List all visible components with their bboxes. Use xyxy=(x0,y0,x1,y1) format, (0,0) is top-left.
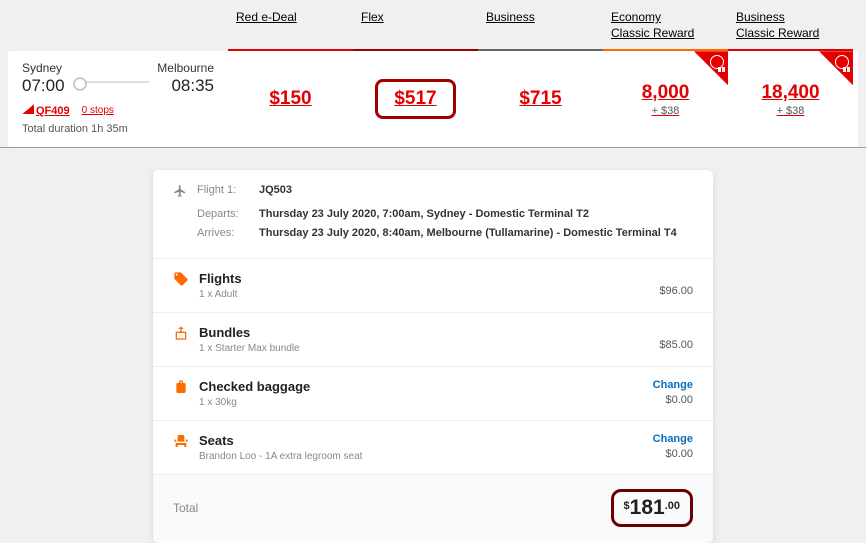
airline-logo: QF409 xyxy=(22,104,70,117)
fare-header-flex[interactable]: Flex xyxy=(353,0,478,51)
line-item-amount: $96.00 xyxy=(659,271,693,297)
flight-details-section: Flight 1: JQ503 Departs: Thursday 23 Jul… xyxy=(153,170,713,258)
fare-selection-panel: Red e-Deal Flex Business Economy Classic… xyxy=(0,0,866,148)
fare-price: $715 xyxy=(519,88,561,110)
change-seats-link[interactable]: Change xyxy=(653,433,693,445)
line-item-baggage: Checked baggage 1 x 30kg Change $0.00 xyxy=(153,366,713,420)
fare-header-label: Economy xyxy=(611,10,661,24)
dest-time: 08:35 xyxy=(157,76,214,96)
fare-header-label: Classic Reward xyxy=(736,26,819,40)
fare-header-business-reward[interactable]: Business Classic Reward xyxy=(728,0,853,51)
line-item-flights: Flights 1 x Adult $96.00 xyxy=(153,258,713,312)
line-item-seats: Seats Brandon Loo - 1A extra legroom sea… xyxy=(153,420,713,474)
booking-summary-card: Flight 1: JQ503 Departs: Thursday 23 Jul… xyxy=(153,170,713,543)
reward-ribbon-icon xyxy=(819,51,853,85)
arrives-value: Thursday 23 July 2020, 8:40am, Melbourne… xyxy=(259,227,693,239)
fare-cell-red-deal[interactable]: $150 xyxy=(228,51,353,147)
flight-duration: Total duration 1h 35m xyxy=(22,123,214,135)
flight-code: JQ503 xyxy=(259,184,693,201)
line-item-bundles: Bundles 1 x Starter Max bundle $85.00 xyxy=(153,312,713,366)
fare-header-economy-reward[interactable]: Economy Classic Reward xyxy=(603,0,728,51)
fare-cell-business-reward[interactable]: 18,400 + $38 xyxy=(728,51,853,147)
plane-icon xyxy=(173,184,193,201)
reward-ribbon-icon xyxy=(694,51,728,85)
line-item-title: Seats xyxy=(199,433,653,448)
origin-block: Sydney 07:00 xyxy=(22,61,65,96)
line-item-sub: Brandon Loo - 1A extra legroom seat xyxy=(199,451,653,462)
departs-value: Thursday 23 July 2020, 7:00am, Sydney - … xyxy=(259,208,693,220)
stops-link[interactable]: 0 stops xyxy=(82,105,114,116)
fare-price: $150 xyxy=(269,88,311,110)
fare-header-business[interactable]: Business xyxy=(478,0,603,51)
fare-fee: + $38 xyxy=(777,105,805,117)
flight-info-cell: Sydney 07:00 Melbourne 08:35 QF409 0 sto… xyxy=(8,51,228,147)
dest-city: Melbourne xyxy=(157,61,214,75)
line-item-sub: 1 x Starter Max bundle xyxy=(199,343,659,354)
arrives-label: Arrives: xyxy=(197,227,255,239)
origin-city: Sydney xyxy=(22,61,65,75)
fare-cell-economy-reward[interactable]: 8,000 + $38 xyxy=(603,51,728,147)
fare-header-label: Classic Reward xyxy=(611,26,694,40)
line-item-amount: $85.00 xyxy=(659,325,693,351)
bundle-icon xyxy=(173,325,199,344)
qantas-tail-icon xyxy=(22,104,34,114)
total-decimal: .00 xyxy=(665,500,680,512)
baggage-icon xyxy=(173,379,199,398)
total-amount: $181.00 xyxy=(611,489,693,527)
origin-time: 07:00 xyxy=(22,76,65,96)
seat-icon xyxy=(173,433,199,452)
change-baggage-link[interactable]: Change xyxy=(653,379,693,391)
ticket-icon xyxy=(173,271,199,290)
dest-block: Melbourne 08:35 xyxy=(157,61,214,96)
fare-header-red-deal[interactable]: Red e-Deal xyxy=(228,0,353,51)
flight-number-link[interactable]: QF409 xyxy=(36,105,70,117)
route-line xyxy=(73,81,150,83)
flight-option-row: Sydney 07:00 Melbourne 08:35 QF409 0 sto… xyxy=(8,51,858,147)
departs-label: Departs: xyxy=(197,208,255,220)
line-item-title: Bundles xyxy=(199,325,659,340)
fare-headers-row: Red e-Deal Flex Business Economy Classic… xyxy=(8,0,858,51)
total-row: Total $181.00 xyxy=(153,474,713,543)
line-item-amount: $0.00 xyxy=(665,394,693,406)
fare-points: 8,000 xyxy=(642,82,690,104)
fare-fee: + $38 xyxy=(652,105,680,117)
flight-number-label: Flight 1: xyxy=(197,184,255,201)
line-item-title: Flights xyxy=(199,271,659,286)
fare-header-label: Business xyxy=(736,10,785,24)
fare-cell-flex[interactable]: $517 xyxy=(353,51,478,147)
total-whole: 181 xyxy=(630,496,665,519)
total-label: Total xyxy=(173,501,198,515)
line-item-title: Checked baggage xyxy=(199,379,653,394)
line-item-amount: $0.00 xyxy=(665,448,693,460)
fare-price: $517 xyxy=(375,79,455,119)
line-item-sub: 1 x 30kg xyxy=(199,397,653,408)
fare-points: 18,400 xyxy=(761,82,819,104)
fare-cell-business[interactable]: $715 xyxy=(478,51,603,147)
line-item-sub: 1 x Adult xyxy=(199,289,659,300)
